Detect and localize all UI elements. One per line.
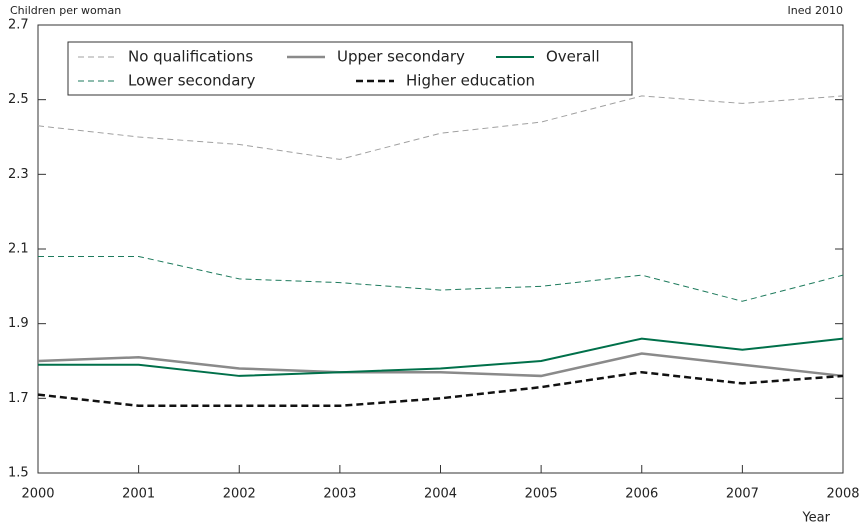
x-tick-label: 2003: [323, 487, 356, 502]
y-tick-label: 1.9: [8, 316, 29, 331]
legend-label: Higher education: [406, 72, 535, 90]
source-label: Ined 2010: [788, 4, 843, 17]
y-axis-label: Children per woman: [10, 4, 121, 17]
series-line: [38, 337, 844, 377]
legend-box: [67, 41, 633, 96]
x-tick-label: 2005: [525, 487, 558, 502]
series-line: [38, 255, 844, 302]
x-axis-label: Year: [801, 511, 830, 526]
x-tick-label: 2002: [223, 487, 256, 502]
y-tick-label: 1.7: [8, 391, 29, 406]
y-tick-label: 2.5: [8, 92, 29, 107]
legend-label: Upper secondary: [337, 48, 465, 66]
legend-label: No qualifications: [128, 48, 253, 66]
legend-label: Overall: [546, 48, 600, 66]
y-tick-label: 2.7: [8, 18, 29, 33]
x-tick-label: 2006: [625, 487, 658, 502]
y-tick-label: 2.3: [8, 167, 29, 182]
series-line: [37, 370, 844, 408]
x-tick-label: 2000: [21, 487, 54, 502]
x-tick-label: 2007: [726, 487, 759, 502]
y-tick-label: 2.1: [8, 242, 29, 257]
series-line: [37, 95, 844, 160]
series-line: [37, 352, 844, 378]
x-tick-label: 2001: [122, 487, 155, 502]
x-tick-label: 2004: [424, 487, 457, 502]
y-tick-label: 1.5: [8, 466, 29, 481]
x-tick-label: 2008: [826, 487, 859, 502]
legend-label: Lower secondary: [128, 72, 256, 90]
